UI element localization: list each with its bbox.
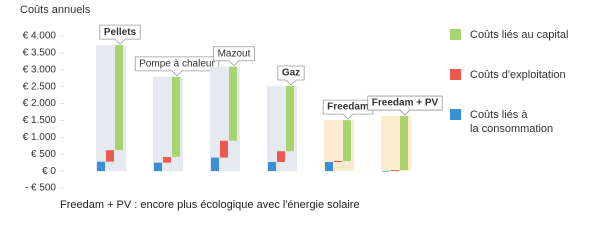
bar-segment: [115, 45, 123, 151]
y-tick-label: € 1.500: [23, 115, 57, 126]
bar-segment: [334, 160, 342, 162]
bar-segment: [172, 76, 180, 157]
y-tick-label: € 2.000: [23, 98, 57, 109]
bar-segment: [400, 116, 408, 171]
bar-segment: [382, 171, 390, 172]
callout: [99, 24, 141, 45]
bar-segment: [163, 156, 171, 163]
y-tick-label: - € 500: [25, 183, 57, 194]
plot: Coûts annuels Freedam + PV : encore plus…: [20, 4, 443, 211]
callout: [213, 46, 255, 67]
caption: Freedam + PV : encore plus écologique av…: [60, 199, 360, 211]
y-tick-label: € 500: [31, 149, 56, 160]
legend-label: Coûts d'exploitation: [470, 69, 566, 81]
bar-segment: [343, 120, 351, 161]
y-tick-label: € 3.000: [23, 64, 57, 75]
y-tick-label: € 0: [42, 166, 56, 177]
category-label: Freedam: [327, 102, 369, 113]
legend-label: Coûts liés au capital: [470, 29, 569, 41]
callout: [367, 95, 443, 116]
legend-swatch: [450, 29, 461, 40]
bar-segment: [97, 161, 105, 172]
y-tick-label: € 2.500: [23, 81, 57, 92]
bar-segment: [277, 151, 285, 162]
legend-swatch: [450, 69, 461, 80]
legend-swatch: [450, 109, 461, 120]
category-label: Gaz: [282, 68, 300, 79]
bar-segment: [229, 66, 237, 141]
bar-segment: [211, 157, 219, 172]
y-tick-label: € 1.000: [23, 132, 57, 143]
y-tick-label: € 3.500: [23, 48, 57, 59]
legend: Coûts liés au capital Coûts d'exploitatio…: [450, 28, 568, 162]
legend-entry: Coûts d'exploitation: [450, 68, 568, 82]
legend-entry: Coûts liés au capital: [450, 28, 568, 42]
category-label: Freedam + PV: [372, 98, 439, 109]
bar-segment: [154, 162, 162, 172]
bar-segment: [286, 85, 294, 152]
category-label: Mazout: [218, 48, 251, 59]
callout: [277, 65, 305, 86]
category-label: Pellets: [104, 27, 137, 38]
category-label: Pompe à chaleur: [139, 59, 215, 70]
y-axis-title: Coûts annuels: [20, 4, 91, 16]
bar-segment: [391, 170, 399, 172]
bar-segment: [325, 161, 333, 172]
bar-segment: [220, 140, 228, 158]
bar-segment: [106, 150, 114, 162]
legend-label: Coûts liés à la consommation: [470, 109, 554, 135]
chart: Coûts annuels Freedam + PV : encore plus…: [20, 4, 568, 211]
y-tick-label: € 4.000: [23, 31, 57, 42]
legend-entry: Coûts liés à la consommation: [450, 108, 568, 136]
bar-segment: [268, 161, 276, 172]
